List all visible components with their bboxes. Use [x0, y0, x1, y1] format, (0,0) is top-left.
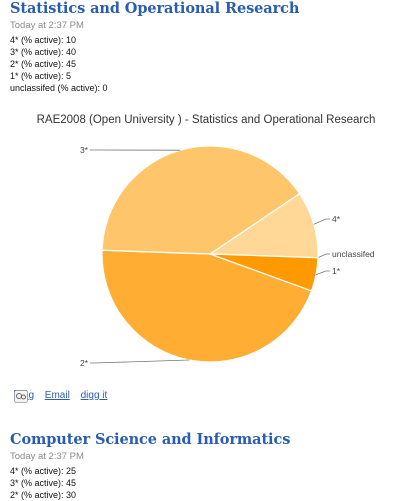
stat-1star: 1* (% active): 5	[10, 70, 410, 82]
digg-icon	[14, 390, 28, 403]
post-title-link[interactable]: Statistics and Operational Research	[10, 0, 410, 18]
slice-label-3star: 3*	[80, 145, 89, 155]
stat-3star: 3* (% active): 45	[10, 477, 410, 489]
post-timestamp: Today at 2:37 PM	[10, 450, 410, 463]
stat-3star: 3* (% active): 40	[10, 46, 410, 58]
stat-4star: 4* (% active): 10	[10, 34, 410, 46]
post-timestamp: Today at 2:37 PM	[10, 19, 410, 32]
stats-list: 4* (% active): 10 3* (% active): 40 2* (…	[10, 34, 410, 94]
share-bar: Blog Email digg it	[14, 390, 115, 401]
stat-4star: 4* (% active): 25	[10, 465, 410, 477]
stat-2star: 2* (% active): 30	[10, 489, 410, 501]
slice-label-unclassifed: unclassifed	[332, 249, 375, 259]
slice-label-4star: 4*	[332, 214, 341, 224]
digg-link[interactable]: digg it	[81, 390, 108, 401]
pie-chart: RAE2008 (Open University ) - Statistics …	[0, 108, 420, 378]
stats-list: 4* (% active): 25 3* (% active): 45 2* (…	[10, 465, 410, 501]
post-statistics: Statistics and Operational Research Toda…	[10, 0, 410, 94]
digg-label: digg it	[81, 390, 108, 401]
leader-line-4star	[314, 219, 330, 224]
post-title-link[interactable]: Computer Science and Informatics	[10, 431, 410, 449]
leader-line-unclassifed	[318, 254, 330, 258]
stat-2star: 2* (% active): 45	[10, 58, 410, 70]
email-link[interactable]: Email	[45, 390, 70, 401]
slice-label-2star: 2*	[80, 358, 89, 368]
pie-svg: 4* unclassifed 1* 2* 3*	[0, 108, 420, 378]
leader-line-1star	[316, 271, 330, 275]
stat-unclassified: unclassifed (% active): 0	[10, 82, 410, 94]
leader-line-2star	[90, 360, 189, 363]
email-label: Email	[45, 390, 70, 401]
post-computer-science: Computer Science and Informatics Today a…	[10, 431, 410, 501]
slice-label-1star: 1*	[332, 266, 341, 276]
